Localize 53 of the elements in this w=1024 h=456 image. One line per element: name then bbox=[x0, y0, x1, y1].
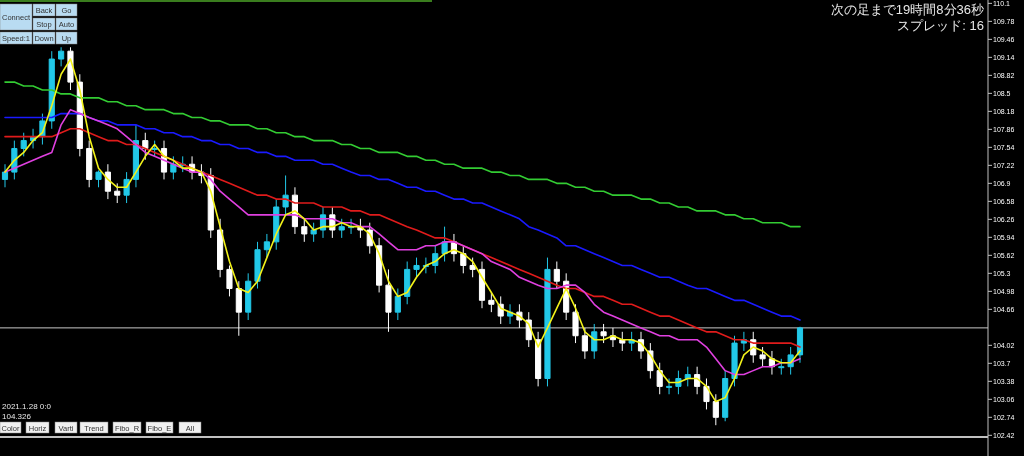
candlestick bbox=[86, 140, 93, 188]
candlestick bbox=[665, 378, 673, 395]
candlestick bbox=[301, 218, 308, 243]
candlestick bbox=[263, 233, 270, 259]
candlestick bbox=[338, 218, 345, 239]
candlestick bbox=[469, 257, 476, 278]
candlestick bbox=[712, 393, 719, 426]
line-series bbox=[4, 127, 801, 348]
candlestick bbox=[581, 327, 588, 360]
candlestick bbox=[1, 163, 9, 188]
candlestick bbox=[58, 46, 65, 67]
annotation: 104.326 bbox=[2, 412, 32, 421]
candlestick bbox=[282, 174, 289, 216]
candlestick bbox=[731, 335, 738, 387]
text: スプレッド: 16 bbox=[897, 18, 984, 33]
candlestick bbox=[245, 272, 252, 321]
candlestick bbox=[544, 257, 551, 387]
candlestick bbox=[572, 303, 579, 344]
candlestick bbox=[404, 261, 411, 305]
candlestick bbox=[553, 261, 560, 290]
candlestick bbox=[104, 163, 111, 200]
candlestick bbox=[656, 362, 663, 395]
candlestick bbox=[722, 370, 729, 422]
candlestick bbox=[347, 218, 355, 235]
candlestick bbox=[20, 132, 27, 157]
line-series bbox=[4, 58, 801, 403]
candlestick bbox=[151, 140, 158, 157]
text: 次の足まで19時間8分36秒 bbox=[830, 2, 984, 17]
candlestick bbox=[394, 288, 401, 321]
candlestick bbox=[235, 280, 242, 337]
candlestick bbox=[488, 291, 495, 313]
candlestick bbox=[217, 218, 224, 278]
candlestick bbox=[95, 169, 102, 188]
candlestick bbox=[600, 323, 607, 344]
candlestick bbox=[478, 261, 486, 309]
line-series bbox=[4, 81, 801, 228]
candlestick bbox=[535, 331, 542, 387]
candlestick bbox=[460, 245, 467, 274]
candlestick bbox=[142, 132, 149, 161]
candlestick bbox=[226, 264, 233, 297]
annotation: 2021.1.28 0:0 bbox=[2, 402, 52, 411]
candlestick bbox=[778, 358, 785, 376]
candlestick bbox=[114, 182, 121, 204]
candlestick bbox=[703, 378, 710, 410]
line-series bbox=[4, 108, 801, 376]
candlestick bbox=[413, 257, 420, 278]
candlestick bbox=[254, 241, 261, 290]
candlestick bbox=[796, 326, 804, 364]
candlestick bbox=[376, 237, 383, 293]
candlestick bbox=[759, 346, 766, 368]
candlestick bbox=[310, 222, 317, 243]
candlestick bbox=[385, 268, 392, 333]
line-series bbox=[4, 112, 801, 321]
